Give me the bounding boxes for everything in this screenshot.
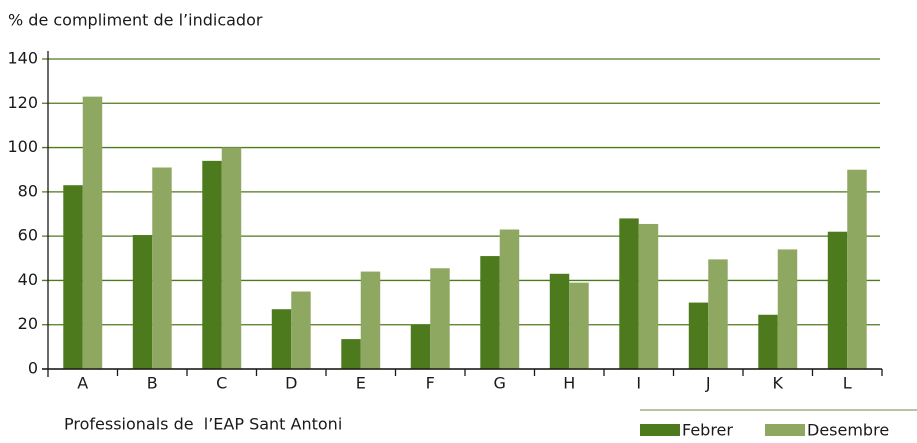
bar [291, 291, 311, 369]
bar [827, 231, 848, 369]
bar [271, 309, 292, 369]
x-tick-label: L [843, 374, 852, 393]
x-tick-label: K [773, 374, 784, 393]
y-tick-label: 0 [28, 359, 38, 378]
bar [82, 96, 103, 370]
bar [63, 185, 83, 369]
bar [499, 229, 520, 369]
bar [638, 223, 659, 369]
bar [221, 147, 242, 369]
bar [360, 271, 381, 369]
legend-swatch [640, 424, 680, 436]
y-tick-label: 60 [18, 226, 38, 245]
x-axis-label: Professionals de l’EAP Sant Antoni [64, 415, 342, 434]
legend-label: Febrer [682, 421, 733, 440]
bar [132, 235, 153, 369]
x-tick-label: B [147, 374, 158, 393]
bar [847, 169, 867, 369]
bar [480, 256, 500, 369]
x-tick-label: C [216, 374, 227, 393]
y-tick-label: 120 [7, 93, 38, 112]
legend-swatch [765, 424, 805, 436]
x-tick-label: I [636, 374, 641, 393]
x-tick-label: D [285, 374, 297, 393]
bar [777, 249, 798, 369]
x-tick-label: J [705, 374, 711, 393]
y-tick-label: 80 [18, 181, 38, 200]
x-tick-label: A [77, 374, 88, 393]
bar [549, 273, 570, 369]
bar [758, 314, 778, 369]
bar [708, 259, 728, 369]
bar [341, 339, 361, 369]
x-tick-label: G [494, 374, 506, 393]
y-tick-label: 140 [7, 49, 38, 68]
chart-title: % de compliment de l’indicador [8, 11, 263, 30]
bar [430, 268, 450, 369]
bar [569, 282, 589, 369]
bar [202, 160, 222, 369]
x-tick-label: F [426, 374, 435, 393]
bar [688, 302, 709, 369]
x-tick-label: H [563, 374, 575, 393]
legend-label: Desembre [807, 421, 889, 440]
y-tick-label: 40 [18, 270, 38, 289]
y-tick-label: 20 [18, 314, 38, 333]
x-tick-label: E [356, 374, 366, 393]
bar [152, 167, 172, 369]
bar [410, 324, 431, 369]
y-tick-label: 100 [7, 137, 38, 156]
bar [619, 218, 639, 369]
